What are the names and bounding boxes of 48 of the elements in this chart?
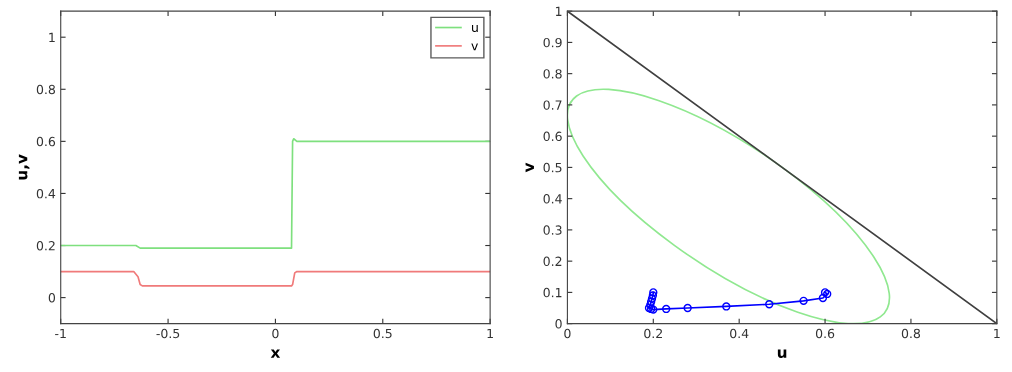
y-tick-label: 0.6 — [543, 131, 562, 142]
point — [683, 303, 692, 313]
y-tick-label: 0.7 — [543, 100, 562, 110]
line-series — [60, 270, 491, 287]
point — [646, 297, 656, 306]
point — [662, 304, 671, 314]
point — [647, 294, 657, 303]
y-tick-label: 0 — [48, 293, 56, 303]
y-tick-label: 0.8 — [543, 69, 562, 79]
line-series — [60, 137, 491, 249]
y-tick-label: 0.2 — [543, 256, 562, 267]
point — [820, 288, 830, 297]
y-tick-label: 0.3 — [543, 225, 562, 235]
y-tick-label: 0.4 — [543, 194, 562, 204]
y-tick-label: 0.8 — [36, 84, 55, 95]
point — [823, 289, 832, 299]
y-tick-label: 0.6 — [36, 136, 56, 147]
y-tick-label: 1 — [49, 32, 55, 42]
legend-label: u — [472, 24, 478, 33]
x-tick-label: 0.5 — [373, 328, 392, 339]
x-tick-label: 0.4 — [730, 328, 749, 339]
legend-label: v — [471, 43, 478, 51]
y-axis-title: u,v — [18, 154, 30, 180]
point — [765, 300, 774, 309]
x-tick-label: 0.2 — [644, 328, 662, 339]
x-axis-title: x — [270, 349, 281, 358]
y-tick-label: 0.2 — [36, 240, 55, 251]
point — [649, 288, 658, 297]
y-tick-label: 0.5 — [543, 162, 562, 173]
x-tick-label: 0.6 — [815, 328, 835, 339]
y-tick-label: 1 — [555, 6, 562, 16]
x-tick-label: 0 — [564, 328, 571, 339]
point — [648, 291, 658, 300]
y-tick-label: 0.4 — [36, 188, 56, 199]
x-tick-label: -1 — [55, 328, 66, 338]
y-tick-label: 0 — [555, 319, 562, 329]
x-tick-label: 1 — [487, 328, 493, 338]
x-tick-label: 0 — [272, 328, 279, 339]
y-tick-label: 0.9 — [543, 37, 562, 48]
point — [722, 302, 731, 311]
y-axis-title: v — [525, 162, 534, 173]
point — [799, 296, 808, 305]
point — [818, 293, 828, 303]
x-axis-title: u — [777, 349, 787, 358]
x-tick-label: -0.5 — [156, 328, 180, 339]
y-tick-label: 0.1 — [543, 287, 562, 298]
x-tick-label: 0.8 — [901, 328, 921, 339]
x-tick-label: 1 — [994, 328, 1000, 338]
